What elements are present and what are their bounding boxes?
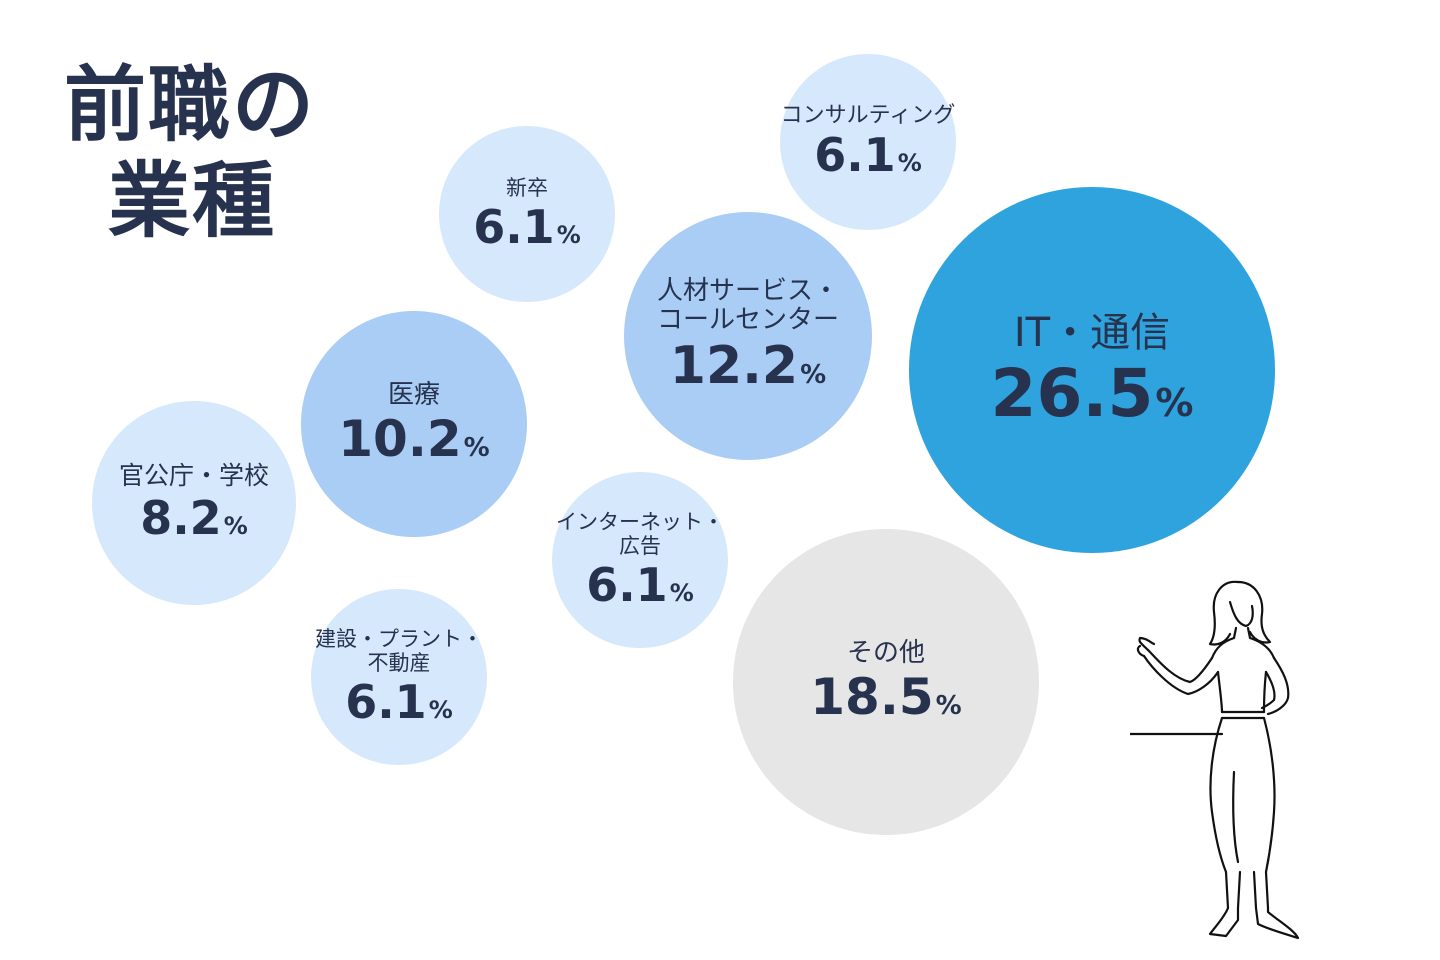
bubble-value-percent-sign: %: [897, 149, 922, 178]
bubble-value-number: 18.5: [810, 668, 934, 727]
bubble-sonota: その他 18.5%: [733, 529, 1039, 835]
bubble-shinsotsu: 新卒 6.1%: [439, 126, 615, 302]
bubble-value-number: 6.1: [814, 128, 896, 183]
bubble-value: 18.5%: [810, 670, 961, 725]
bubble-internet: インターネット・ 広告 6.1%: [552, 472, 728, 648]
bubble-value: 10.2%: [338, 412, 489, 467]
bubble-value-number: 26.5: [990, 354, 1154, 432]
bubble-value-number: 6.1: [345, 674, 427, 729]
bubble-value-percent-sign: %: [800, 360, 827, 391]
bubble-value-percent-sign: %: [428, 695, 453, 724]
bubble-label: 広告: [618, 533, 661, 558]
page-title: 前職の 業種: [64, 58, 316, 250]
bubble-value-percent-sign: %: [463, 433, 490, 464]
bubble-consulting: コンサルティング 6.1%: [780, 54, 956, 230]
bubble-label: IT・通信: [1013, 309, 1171, 356]
bubble-value-number: 6.1: [473, 199, 555, 254]
bubble-value-percent-sign: %: [669, 578, 694, 607]
bubble-label: 官公庁・学校: [118, 461, 269, 491]
bubble-iryo: 医療 10.2%: [300, 310, 528, 538]
bubble-value: 6.1%: [345, 677, 453, 728]
bubble-value-percent-sign: %: [935, 691, 962, 722]
bubble-label: 医療: [387, 379, 440, 410]
bubble-value: 8.2%: [140, 493, 248, 544]
page-title-line1: 前職の: [64, 58, 317, 153]
bubble-value: 6.1%: [586, 560, 694, 611]
woman-presenting-icon: [1130, 580, 1300, 940]
bubble-value-number: 8.2: [140, 491, 222, 546]
bubble-label: コンサルティング: [780, 103, 956, 129]
bubble-value-number: 6.1: [586, 557, 668, 612]
bubble-kankocho: 官公庁・学校 8.2%: [92, 401, 296, 605]
page-title-line2: 業種: [108, 154, 277, 249]
bubble-label: その他: [846, 637, 925, 668]
bubble-label: コールセンター: [656, 305, 839, 336]
bubble-value: 26.5%: [990, 354, 1194, 432]
bubble-value-number: 12.2: [669, 336, 799, 397]
bubble-value-percent-sign: %: [556, 220, 581, 249]
bubble-label: インターネット・: [555, 509, 724, 534]
bubble-label: 人材サービス・: [656, 275, 839, 306]
bubble-value: 12.2%: [670, 338, 826, 395]
bubble-kensetsu: 建設・プラント・ 不動産 6.1%: [311, 589, 487, 765]
bubble-jinzai: 人材サービス・ コールセンター 12.2%: [624, 212, 872, 460]
bubble-label: 新卒: [505, 175, 548, 200]
bubble-value-percent-sign: %: [223, 512, 248, 541]
bubble-label: 不動産: [367, 650, 431, 675]
bubble-it: IT・通信 26.5%: [909, 187, 1275, 553]
bubble-value-number: 10.2: [338, 410, 462, 469]
bubble-label: 建設・プラント・: [314, 626, 483, 651]
bubble-value: 6.1%: [814, 130, 922, 181]
bubble-value-percent-sign: %: [1155, 380, 1194, 425]
bubble-value: 6.1%: [473, 199, 581, 254]
